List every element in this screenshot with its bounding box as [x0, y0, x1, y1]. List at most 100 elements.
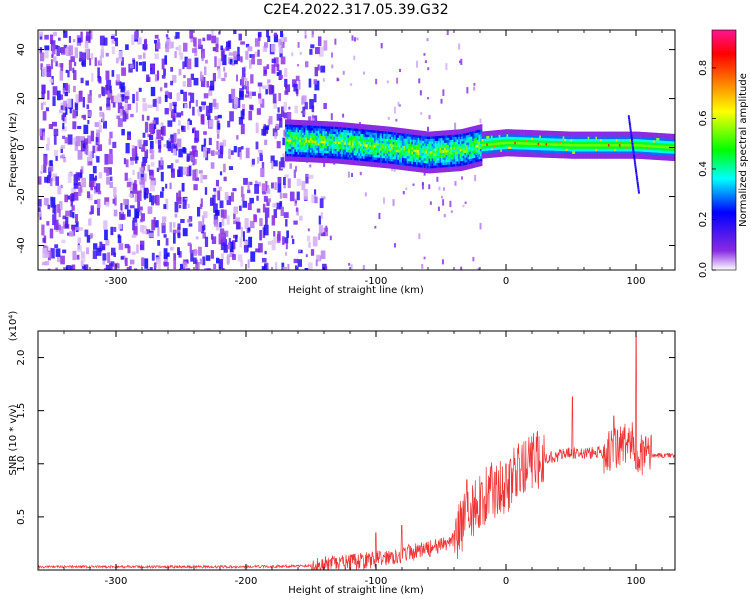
heatmap-noise-cell — [210, 150, 215, 156]
heatmap-ridge-cell — [453, 137, 456, 140]
heatmap-noise-cell — [40, 102, 44, 111]
heatmap-ridge-cell — [657, 155, 661, 158]
heatmap-noise-cell — [175, 46, 179, 51]
heatmap-ridge-cell — [441, 133, 444, 136]
heatmap-ridge-cell — [509, 151, 513, 154]
heatmap-ridge-cell — [412, 132, 416, 135]
heatmap-ridge-cell — [512, 153, 516, 157]
heatmap-ridge-cell — [483, 136, 486, 139]
heatmap-ridge-cell — [355, 123, 358, 127]
heatmap-ridge-cell — [291, 141, 294, 145]
heatmap-ridge-cell — [542, 133, 545, 136]
heatmap-ridge-cell — [601, 134, 605, 137]
heatmap-ridge-cell — [662, 152, 665, 156]
heatmap-ridge-cell — [512, 136, 516, 140]
heatmap-ridge-cell — [573, 156, 576, 159]
heatmap-ridge-cell — [375, 137, 378, 141]
heatmap-ridge-cell — [328, 138, 332, 142]
heatmap-noise-cell — [187, 203, 190, 209]
heatmap-ridge-cell — [367, 129, 371, 133]
heatmap-ridge-cell — [547, 145, 550, 149]
heatmap-ridge-cell — [519, 141, 522, 145]
heatmap-noise-cell — [228, 237, 231, 245]
heatmap-noise-cell — [216, 133, 220, 139]
heatmap-ridge-cell — [375, 125, 378, 129]
heatmap-noise-cell — [263, 195, 268, 202]
heatmap-spike-cell — [633, 156, 636, 159]
heatmap-ridge-cell — [422, 160, 425, 163]
heatmap-noise-cell — [319, 198, 324, 209]
heatmap-ridge-cell — [411, 136, 414, 140]
heatmap-ridge-cell — [660, 140, 664, 144]
heatmap-ridge-cell — [320, 157, 324, 161]
heatmap-noise-cell — [226, 215, 230, 225]
heatmap-ridge-cell — [604, 136, 608, 140]
heatmap-ridge-cell — [615, 136, 619, 140]
heatmap-spike-cell — [634, 168, 637, 171]
heatmap-ridge-cell — [486, 135, 489, 139]
heatmap-ridge-cell — [659, 157, 662, 161]
heatmap-ridge-cell — [522, 137, 525, 140]
heatmap-ridge-cell — [292, 156, 296, 160]
heatmap-ridge-cell — [405, 165, 408, 169]
heatmap-noise-cell — [259, 218, 263, 227]
heatmap-ridge-cell — [637, 139, 640, 142]
heatmap-ridge-cell — [558, 145, 561, 149]
heatmap-ridge-cell — [344, 149, 347, 153]
heatmap-ridge-cell — [397, 137, 400, 141]
heatmap-noise-cell — [156, 167, 160, 172]
heatmap-noise-cell — [144, 149, 149, 159]
heatmap-ridge-cell — [398, 142, 402, 146]
heatmap-ridge-cell — [650, 134, 653, 138]
heatmap-ridge-cell — [392, 144, 396, 147]
heatmap-ridge-cell — [309, 132, 313, 136]
heatmap-ridge-cell — [660, 138, 664, 141]
heatmap-ridge-cell — [375, 145, 378, 148]
heatmap-ridge-cell — [433, 160, 436, 164]
heatmap-ridge-cell — [300, 159, 303, 162]
heatmap-noise-cell — [267, 241, 272, 245]
heatmap-noise-cell — [151, 149, 155, 160]
heatmap-ridge-cell — [545, 133, 548, 136]
heatmap-ridge-cell — [469, 153, 472, 157]
heatmap-noise-cell — [247, 46, 253, 52]
heatmap-ridge-cell — [314, 159, 318, 163]
heatmap-ridge-cell — [317, 133, 321, 136]
heatmap-ridge-cell — [476, 154, 480, 158]
heatmap-ridge-cell — [294, 151, 297, 155]
heatmap-ridge-cell — [378, 142, 381, 146]
heatmap-faint-cell — [398, 104, 401, 107]
heatmap-ridge-cell — [309, 140, 313, 143]
heatmap-ridge-cell — [302, 159, 305, 162]
heatmap-noise-cell — [65, 216, 69, 228]
heatmap-noise-cell — [60, 46, 66, 55]
heatmap-ridge-cell — [369, 144, 372, 148]
heatmap-noise-cell — [155, 194, 160, 206]
heatmap-ridge-cell — [643, 149, 647, 152]
heatmap-ridge-cell — [384, 163, 388, 166]
heatmap-ridge-cell — [632, 131, 636, 135]
heatmap-ridge-cell — [314, 145, 318, 148]
heatmap-ridge-cell — [450, 139, 453, 143]
heatmap-ridge-cell — [664, 135, 667, 139]
heatmap-ridge-cell — [405, 141, 408, 144]
heatmap-noise-cell — [77, 125, 82, 129]
heatmap-ridge-cell — [597, 138, 600, 142]
heatmap-ridge-cell — [481, 153, 484, 157]
heatmap-noise-cell — [200, 225, 205, 234]
heatmap-ridge-cell — [607, 138, 611, 142]
heatmap-ridge-cell — [302, 149, 305, 153]
heatmap-noise-cell — [157, 261, 161, 270]
heatmap-ridge-cell — [338, 124, 341, 127]
heatmap-ridge-cell — [467, 149, 470, 153]
heatmap-ridge-cell — [634, 136, 637, 140]
heatmap-ridge-cell — [320, 130, 324, 134]
heatmap-noise-cell — [60, 63, 64, 71]
heatmap-ridge-cell — [442, 157, 445, 161]
heatmap-ridge-cell — [565, 136, 569, 139]
heatmap-ridge-cell — [455, 166, 458, 169]
heatmap-ridge-cell — [539, 142, 542, 146]
heatmap-ridge-cell — [347, 157, 350, 160]
heatmap-noise-cell — [211, 35, 217, 44]
heatmap-noise-cell — [200, 115, 205, 125]
